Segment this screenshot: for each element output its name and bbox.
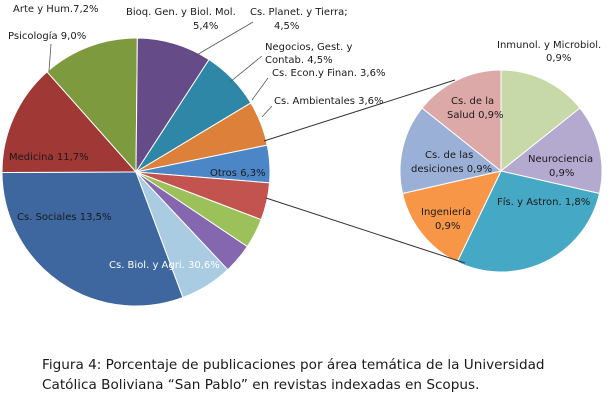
sub-pie-slice-4 — [399, 107, 503, 195]
main-pie-labels: Arte y Hum.7,2% Bioq. Gen. y Biol. Mol. 5… — [8, 4, 385, 271]
label-econ: Cs. Econ.y Finan. 3,6% — [272, 68, 385, 79]
label-medicina: Medicina 11,7% — [9, 152, 89, 163]
main-pie — [1, 37, 271, 307]
label-salud: Cs. de la Salud 0,9% — [447, 96, 504, 121]
secondary-pie-labels: Inmunol. y Microbiol. 0,9% Cs. de la Salud… — [411, 40, 601, 232]
sub-pie-slice-2 — [456, 170, 601, 273]
label-arte: Arte y Hum.7,2% — [13, 4, 98, 15]
main-pie-slice-2 — [46, 37, 138, 174]
label-otros: Otros 6,3% — [210, 168, 266, 179]
label-ingenieria: Ingeniería 0,9% — [421, 206, 471, 232]
label-negocios: Negocios, Gest. y Contab. 4,5% — [265, 42, 352, 66]
leader-line-psicologia — [48, 43, 52, 72]
leader-line-negocios — [229, 55, 263, 83]
leader-lines — [48, 21, 273, 118]
connector-lines — [263, 79, 466, 264]
label-fisica: Fís. y Astron. 1,8% — [497, 196, 590, 208]
sub-pie-slice-0 — [500, 69, 581, 173]
sub-pie-slice-5 — [421, 69, 502, 173]
label-desiciones: Cs. de las desiciones 0,9% — [411, 150, 492, 175]
leader-line-econ — [251, 77, 269, 101]
label-biol: Cs. Biol. y Agri. 30,6% — [109, 260, 220, 271]
sub-pie-slice-3 — [401, 170, 502, 263]
main-pie-slice-10 — [135, 171, 229, 299]
label-sociales: Cs. Sociales 13,5% — [17, 212, 112, 223]
secondary-pie — [399, 69, 603, 273]
leader-line-planet — [194, 21, 254, 57]
main-pie-slice-1 — [1, 71, 138, 174]
label-ambientales: Cs. Ambientales 3,6% — [274, 96, 384, 107]
leader-line-ambientales — [261, 105, 273, 118]
sub-pie-slice-1 — [499, 107, 603, 195]
main-pie-slice-0 — [1, 171, 184, 307]
pie-of-pie-chart: Arte y Hum.7,2% Bioq. Gen. y Biol. Mol. 5… — [1, 4, 603, 307]
figure-caption: Figura 4: Porcentaje de publicaciones po… — [42, 357, 545, 393]
connector-line-bottom — [265, 197, 466, 264]
label-neurociencia: Neurociencia 0,9% — [528, 154, 593, 179]
label-inmunol: Inmunol. y Microbiol. 0,9% — [497, 40, 601, 64]
connector-line-top — [263, 79, 456, 142]
label-planet: Cs. Planet. y Tierra; 4,5% — [250, 7, 348, 32]
label-bioq: Bioq. Gen. y Biol. Mol. 5,4% — [126, 7, 236, 32]
label-psicologia: Psicología 9,0% — [8, 30, 86, 42]
